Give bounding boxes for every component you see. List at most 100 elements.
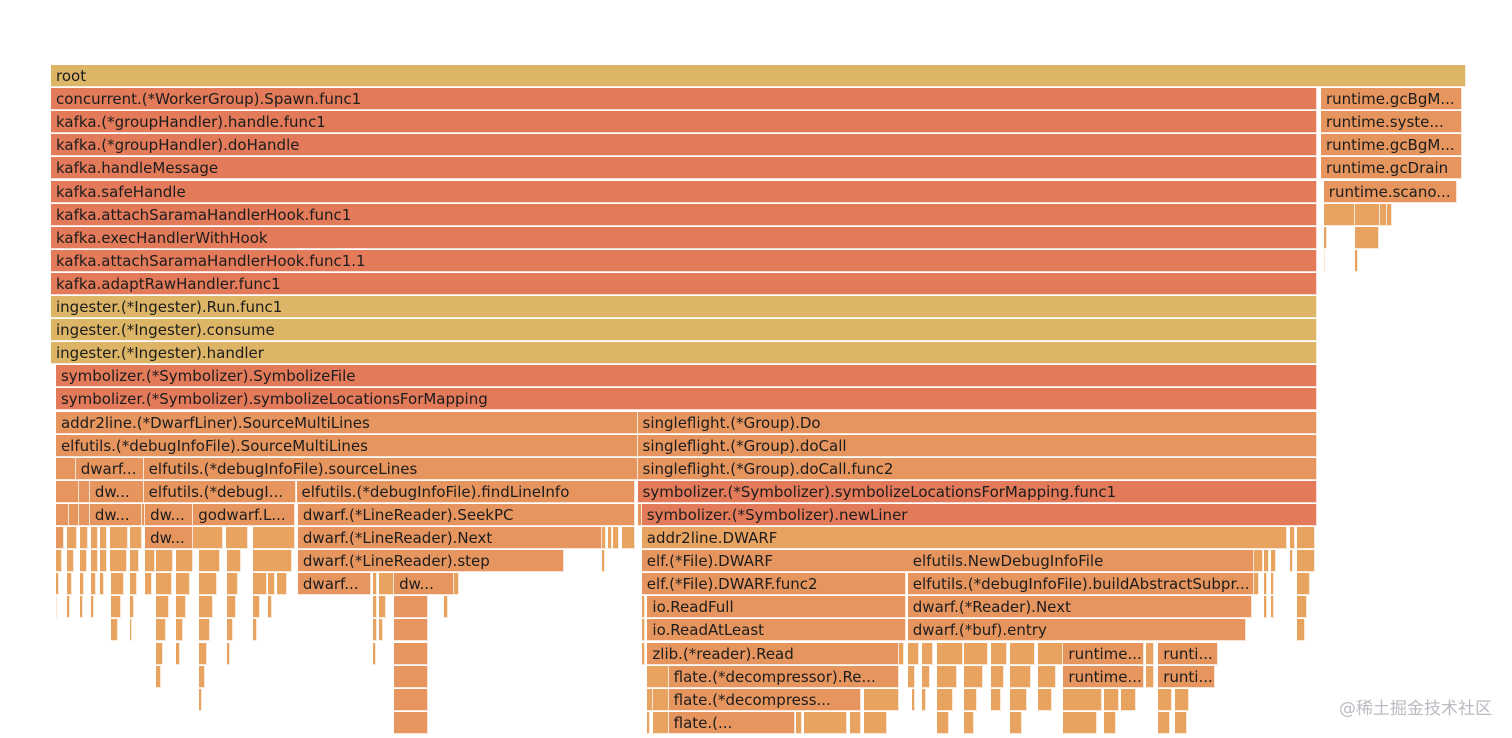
frame-unlabeled[interactable] [849,711,862,734]
frame-kafka-grouphandler-dohandle[interactable]: kafka.(*groupHandler).doHandle [51,134,1318,157]
frame-zlib-reader-read[interactable]: zlib.(*reader).Read [647,642,900,665]
frame-unlabeled[interactable] [252,596,260,619]
frame-unlabeled[interactable] [1175,711,1187,734]
frame-unlabeled[interactable] [1254,573,1259,596]
frame-unlabeled[interactable] [443,596,448,619]
frame-unlabeled[interactable] [176,550,194,573]
frame-godwarf-l[interactable]: godwarf.L... [193,503,296,526]
frame-dwarf[interactable]: dwarf... [297,573,372,596]
frame-runtime-gcdrain[interactable]: runtime.gcDrain [1320,157,1463,180]
frame-unlabeled[interactable] [804,711,847,734]
frame-unlabeled[interactable] [394,711,429,734]
frame-kafka-safehandle[interactable]: kafka.safeHandle [51,180,1318,203]
frame-unlabeled[interactable] [912,688,915,711]
frame-unlabeled[interactable] [621,527,635,549]
frame-unlabeled[interactable] [55,596,58,619]
frame-unlabeled[interactable] [55,503,69,526]
frame-unlabeled[interactable] [276,573,287,596]
frame-symbolizer-symbolizer-symbolizelocationsformappi[interactable]: symbolizer.(*Symbolizer).symbolizeLocati… [55,388,1318,411]
frame-elf-file-dwarf[interactable]: elf.(*File).DWARF [641,550,910,573]
frame-unlabeled[interactable] [1145,665,1154,688]
frame-runti[interactable]: runti... [1158,665,1215,688]
frame-singleflight-group-docall-func2[interactable]: singleflight.(*Group).doCall.func2 [637,457,1318,480]
frame-unlabeled[interactable] [964,711,975,734]
frame-unlabeled[interactable] [55,527,65,549]
frame-ingester-ingester-handler[interactable]: ingester.(*Ingester).handler [51,342,1318,365]
frame-dw[interactable]: dw... [394,573,454,596]
frame-unlabeled[interactable] [1323,226,1327,249]
frame-unlabeled[interactable] [647,688,654,711]
frame-unlabeled[interactable] [1145,642,1154,665]
frame-unlabeled[interactable] [602,550,605,573]
frame-unlabeled[interactable] [1323,203,1355,226]
frame-kafka-attachsaramahandlerhook-func1-1[interactable]: kafka.attachSaramaHandlerHook.func1.1 [51,249,1318,272]
frame-unlabeled[interactable] [613,527,620,549]
frame-unlabeled[interactable] [198,619,211,642]
frame-unlabeled[interactable] [991,642,1007,665]
frame-unlabeled[interactable] [156,550,174,573]
frame-unlabeled[interactable] [80,596,83,619]
frame-unlabeled[interactable] [863,711,887,734]
frame-symbolizer-symbolizer-symbolizefile[interactable]: symbolizer.(*Symbolizer).SymbolizeFile [55,365,1318,388]
frame-unlabeled[interactable] [653,688,669,711]
frame-unlabeled[interactable] [252,527,296,549]
frame-unlabeled[interactable] [1009,711,1023,734]
frame-unlabeled[interactable] [67,596,71,619]
frame-unlabeled[interactable] [1009,642,1036,665]
frame-unlabeled[interactable] [1037,665,1057,688]
frame-runtime-gcbgm[interactable]: runtime.gcBgM... [1320,88,1463,111]
frame-unlabeled[interactable] [637,503,642,526]
frame-unlabeled[interactable] [198,642,208,665]
frame-unlabeled[interactable] [80,573,85,596]
frame-unlabeled[interactable] [394,688,429,711]
frame-unlabeled[interactable] [145,573,153,596]
frame-kafka-exechandlerwithhook[interactable]: kafka.execHandlerWithHook [51,226,1318,249]
frame-unlabeled[interactable] [1271,550,1276,573]
frame-unlabeled[interactable] [99,527,107,549]
frame-unlabeled[interactable] [55,550,62,573]
frame-unlabeled[interactable] [453,573,460,596]
frame-unlabeled[interactable] [78,503,90,526]
frame-unlabeled[interactable] [252,619,257,642]
frame-unlabeled[interactable] [1271,596,1275,619]
frame-unlabeled[interactable] [1296,619,1306,642]
frame-unlabeled[interactable] [68,503,79,526]
frame-unlabeled[interactable] [268,573,276,596]
frame-unlabeled[interactable] [55,480,79,503]
frame-unlabeled[interactable] [176,619,184,642]
frame-unlabeled[interactable] [1037,642,1064,665]
frame-kafka-handlemessage[interactable]: kafka.handleMessage [51,157,1318,180]
frame-root[interactable]: root [51,65,1466,87]
frame-unlabeled[interactable] [198,665,205,688]
frame-dw[interactable]: dw... [145,527,194,549]
frame-unlabeled[interactable] [1063,688,1102,711]
frame-ingester-ingester-consume[interactable]: ingester.(*Ingester).consume [51,319,1318,342]
frame-unlabeled[interactable] [156,665,161,688]
frame-unlabeled[interactable] [937,665,958,688]
frame-unlabeled[interactable] [964,642,989,665]
frame-unlabeled[interactable] [647,711,651,734]
frame-unlabeled[interactable] [1264,573,1268,596]
frame-unlabeled[interactable] [225,527,249,549]
frame-runtime-scano[interactable]: runtime.scano... [1323,180,1457,203]
frame-flate[interactable]: flate.(... [668,711,795,734]
frame-unlabeled[interactable] [156,573,172,596]
frame-unlabeled[interactable] [1264,596,1268,619]
frame-flate-decompress[interactable]: flate.(*decompress... [668,688,862,711]
frame-unlabeled[interactable] [372,642,376,665]
frame-unlabeled[interactable] [921,642,934,665]
frame-unlabeled[interactable] [1254,550,1263,573]
frame-unlabeled[interactable] [227,619,233,642]
frame-unlabeled[interactable] [641,596,645,619]
frame-unlabeled[interactable] [129,527,143,549]
frame-unlabeled[interactable] [67,573,72,596]
frame-unlabeled[interactable] [1063,711,1098,734]
frame-unlabeled[interactable] [80,527,89,549]
frame-dw[interactable]: dw... [89,480,144,503]
frame-unlabeled[interactable] [198,550,221,573]
frame-unlabeled[interactable] [252,573,267,596]
frame-unlabeled[interactable] [198,688,202,711]
frame-unlabeled[interactable] [176,596,187,619]
frame-dwarf-linereader-seekpc[interactable]: dwarf.(*LineReader).SeekPC [297,503,635,526]
frame-addr2line-dwarf[interactable]: addr2line.DWARF [641,527,1287,549]
